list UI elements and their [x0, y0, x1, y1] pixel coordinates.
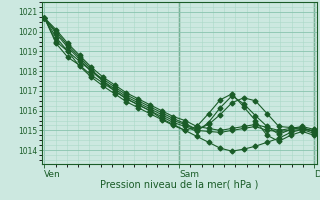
X-axis label: Pression niveau de la mer( hPa ): Pression niveau de la mer( hPa )	[100, 180, 258, 190]
